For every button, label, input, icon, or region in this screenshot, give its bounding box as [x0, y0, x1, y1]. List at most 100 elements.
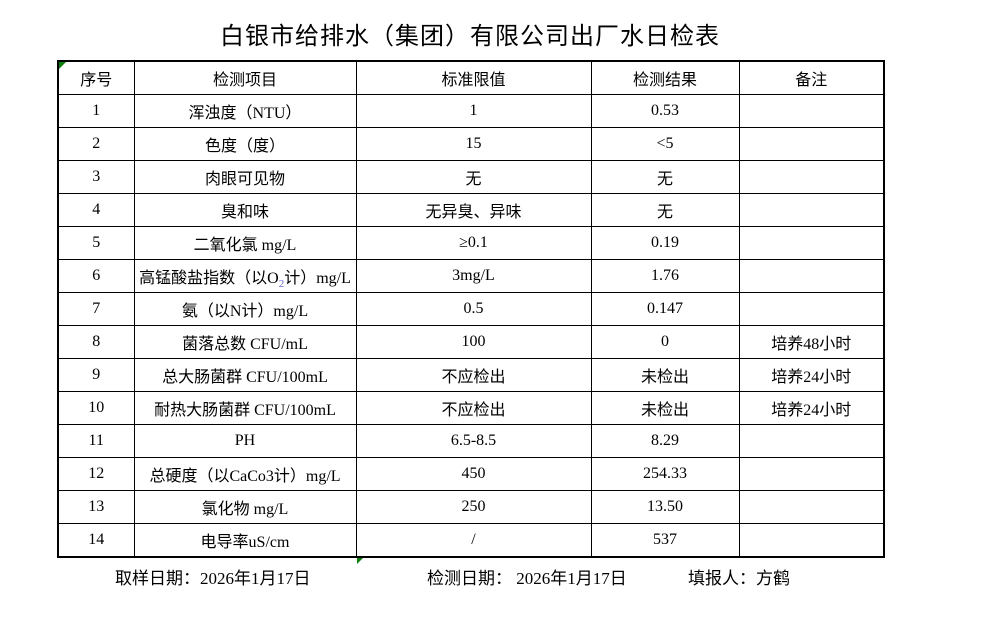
cell-limit: 无异臭、异味 — [355, 193, 592, 227]
table-row: 8 菌落总数 CFU/mL 100 0 培养48小时 — [57, 325, 885, 359]
cell-no: 14 — [57, 523, 135, 558]
cell-item: 总硬度（以CaCo3计）mg/L — [133, 457, 357, 491]
table-row: 4 臭和味 无异臭、异味 无 — [57, 193, 885, 227]
cell-limit: 15 — [355, 127, 592, 161]
cell-no: 1 — [57, 94, 135, 128]
header-row: 序号 检测项目 标准限值 检测结果 备注 — [57, 60, 885, 95]
table-row: 12 总硬度（以CaCo3计）mg/L 450 254.33 — [57, 457, 885, 491]
table-row: 13 氯化物 mg/L 250 13.50 — [57, 490, 885, 524]
cell-remark — [738, 292, 885, 326]
item-text-part: 高锰酸盐指数（以O — [139, 270, 279, 287]
table-row: 2 色度（度） 15 <5 — [57, 127, 885, 161]
cell-limit: 3mg/L — [355, 259, 592, 293]
page-title: 白银市给排水（集团）有限公司出厂水日检表 — [220, 24, 720, 50]
cell-result: 未检出 — [590, 391, 740, 425]
cell-item: 浑浊度（NTU） — [133, 94, 357, 128]
cell-limit: 0.5 — [355, 292, 592, 326]
cell-item: 耐热大肠菌群 CFU/100mL — [133, 391, 357, 425]
table-row: 11 PH 6.5-8.5 8.29 — [57, 424, 885, 458]
cell-limit: 不应检出 — [355, 391, 592, 425]
col-header-result: 检测结果 — [590, 60, 740, 95]
cell-no: 8 — [57, 325, 135, 359]
cell-remark — [738, 424, 885, 458]
cell-result: 254.33 — [590, 457, 740, 491]
cell-item: 电导率uS/cm — [133, 523, 357, 558]
cell-item: 二氧化氯 mg/L — [133, 226, 357, 260]
cell-remark — [738, 490, 885, 524]
cell-no: 10 — [57, 391, 135, 425]
cell-limit: 250 — [355, 490, 592, 524]
table-row: 6 高锰酸盐指数（以O2计）mg/L 3mg/L 1.76 — [57, 259, 885, 293]
cell-limit: 6.5-8.5 — [355, 424, 592, 458]
cell-result: 0.19 — [590, 226, 740, 260]
subscript-2: 2 — [278, 278, 285, 291]
cell-limit: / — [355, 523, 592, 558]
reporter-note: 填报人：方鹤 — [688, 569, 790, 588]
table-row: 10 耐热大肠菌群 CFU/100mL 不应检出 未检出 培养24小时 — [57, 391, 885, 425]
testing-date-note: 检测日期： 2026年1月17日 — [427, 569, 627, 588]
cell-no: 3 — [57, 160, 135, 194]
cell-remark: 培养48小时 — [738, 325, 885, 359]
col-header-remark: 备注 — [738, 60, 885, 95]
cell-limit: 不应检出 — [355, 358, 592, 392]
cell-limit: 100 — [355, 325, 592, 359]
cell-result: 8.29 — [590, 424, 740, 458]
cell-remark — [738, 457, 885, 491]
cell-no: 13 — [57, 490, 135, 524]
cell-flag-icon — [357, 557, 364, 564]
cell-limit: ≥0.1 — [355, 226, 592, 260]
cell-remark — [738, 259, 885, 293]
table-row: 9 总大肠菌群 CFU/100mL 不应检出 未检出 培养24小时 — [57, 358, 885, 392]
cell-item: 色度（度） — [133, 127, 357, 161]
cell-remark — [738, 127, 885, 161]
table-row: 7 氨（以N计）mg/L 0.5 0.147 — [57, 292, 885, 326]
cell-no: 7 — [57, 292, 135, 326]
cell-item: 氯化物 mg/L — [133, 490, 357, 524]
cell-item: 肉眼可见物 — [133, 160, 357, 194]
cell-item: 臭和味 — [133, 193, 357, 227]
cell-limit: 1 — [355, 94, 592, 128]
cell-result: 0.147 — [590, 292, 740, 326]
cell-item: 总大肠菌群 CFU/100mL — [133, 358, 357, 392]
cell-item: 菌落总数 CFU/mL — [133, 325, 357, 359]
cell-item: 氨（以N计）mg/L — [133, 292, 357, 326]
cell-limit: 450 — [355, 457, 592, 491]
cell-item: PH — [133, 424, 357, 458]
cell-result: 无 — [590, 160, 740, 194]
table-row: 14 电导率uS/cm / 537 — [57, 523, 885, 558]
col-header-index: 序号 — [57, 60, 135, 95]
cell-no: 9 — [57, 358, 135, 392]
cell-remark: 培养24小时 — [738, 358, 885, 392]
cell-remark: 培养24小时 — [738, 391, 885, 425]
cell-remark — [738, 94, 885, 128]
col-header-item: 检测项目 — [133, 60, 357, 95]
table-row: 3 肉眼可见物 无 无 — [57, 160, 885, 194]
cell-no: 12 — [57, 457, 135, 491]
item-text-part: 计）mg/L — [284, 270, 351, 287]
col-header-limit: 标准限值 — [355, 60, 592, 95]
cell-limit: 无 — [355, 160, 592, 194]
cell-remark — [738, 193, 885, 227]
water-quality-table: 序号 检测项目 标准限值 检测结果 备注 1 浑浊度（NTU） 1 0.53 2… — [57, 60, 885, 558]
cell-result: 537 — [590, 523, 740, 558]
cell-result: 0 — [590, 325, 740, 359]
cell-result: <5 — [590, 127, 740, 161]
cell-remark — [738, 160, 885, 194]
cell-result: 1.76 — [590, 259, 740, 293]
cell-remark — [738, 226, 885, 260]
cell-item: 高锰酸盐指数（以O2计）mg/L — [133, 259, 357, 293]
cell-no: 4 — [57, 193, 135, 227]
cell-result: 未检出 — [590, 358, 740, 392]
cell-result: 0.53 — [590, 94, 740, 128]
cell-no: 2 — [57, 127, 135, 161]
cell-remark — [738, 523, 885, 558]
cell-result: 无 — [590, 193, 740, 227]
cell-no: 6 — [57, 259, 135, 293]
cell-result: 13.50 — [590, 490, 740, 524]
cell-no: 5 — [57, 226, 135, 260]
sampling-date-note: 取样日期：2026年1月17日 — [115, 569, 311, 588]
cell-no: 11 — [57, 424, 135, 458]
table-row: 1 浑浊度（NTU） 1 0.53 — [57, 94, 885, 128]
table-row: 5 二氧化氯 mg/L ≥0.1 0.19 — [57, 226, 885, 260]
